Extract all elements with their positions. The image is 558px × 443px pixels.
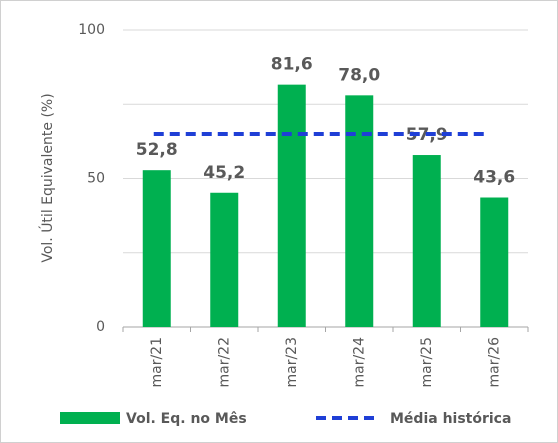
bar bbox=[277, 84, 306, 327]
bar bbox=[480, 197, 509, 327]
x-tick-label: mar/21 bbox=[149, 337, 165, 388]
x-tick-label: mar/23 bbox=[284, 337, 300, 388]
x-tick-label: mar/26 bbox=[486, 337, 502, 388]
y-axis-label: Vol. Útil Equivalente (%) bbox=[38, 93, 56, 262]
legend-label: Vol. Eq. no Mês bbox=[126, 411, 247, 427]
value-label: 43,6 bbox=[473, 168, 515, 188]
legend-swatch bbox=[60, 412, 120, 424]
bar bbox=[412, 155, 441, 327]
value-label: 81,6 bbox=[271, 55, 313, 75]
value-label: 45,2 bbox=[203, 163, 245, 183]
x-tick-label: mar/25 bbox=[419, 337, 435, 388]
x-tick-label: mar/22 bbox=[216, 337, 232, 388]
value-label: 78,0 bbox=[338, 65, 380, 85]
legend-label: Média histórica bbox=[390, 411, 511, 427]
bar bbox=[345, 95, 374, 327]
y-tick-label: 50 bbox=[87, 171, 105, 187]
y-tick-label: 100 bbox=[78, 22, 105, 38]
value-label: 52,8 bbox=[136, 140, 178, 160]
bar bbox=[210, 192, 239, 327]
y-tick-label: 0 bbox=[96, 319, 105, 335]
x-tick-label: mar/24 bbox=[351, 337, 367, 388]
bar bbox=[142, 170, 171, 327]
